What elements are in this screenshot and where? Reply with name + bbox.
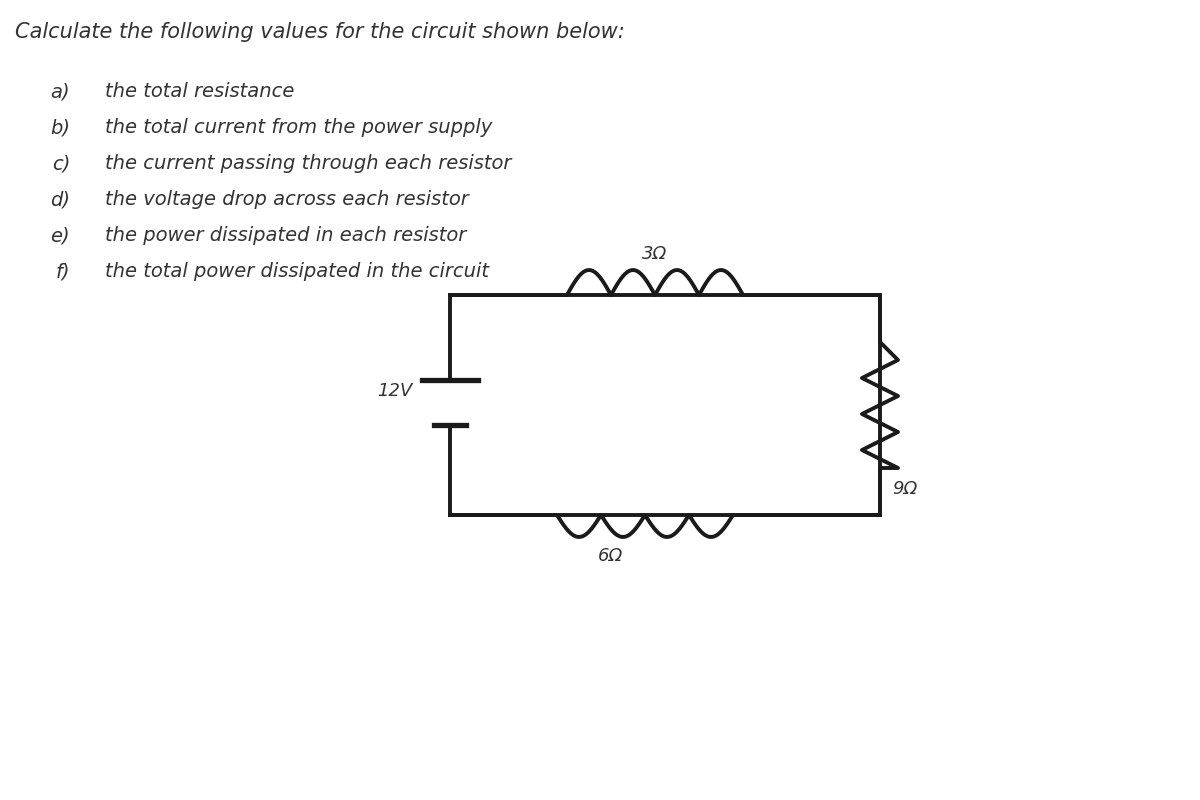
Text: the total power dissipated in the circuit: the total power dissipated in the circui… (106, 262, 490, 281)
Text: the power dissipated in each resistor: the power dissipated in each resistor (106, 226, 467, 245)
Text: 9Ω: 9Ω (892, 480, 917, 498)
Text: the total resistance: the total resistance (106, 82, 294, 101)
Text: c): c) (52, 154, 70, 173)
Text: 6Ω: 6Ω (598, 547, 623, 565)
Text: d): d) (50, 190, 70, 209)
Text: 3Ω: 3Ω (642, 245, 667, 263)
Text: b): b) (50, 118, 70, 137)
Text: Calculate the following values for the circuit shown below:: Calculate the following values for the c… (14, 22, 625, 42)
Text: f): f) (55, 262, 70, 281)
Text: the current passing through each resistor: the current passing through each resisto… (106, 154, 511, 173)
Text: the total current from the power supply: the total current from the power supply (106, 118, 492, 137)
Text: e): e) (50, 226, 70, 245)
Text: a): a) (50, 82, 70, 101)
Text: the voltage drop across each resistor: the voltage drop across each resistor (106, 190, 469, 209)
Text: 12V: 12V (377, 382, 412, 399)
